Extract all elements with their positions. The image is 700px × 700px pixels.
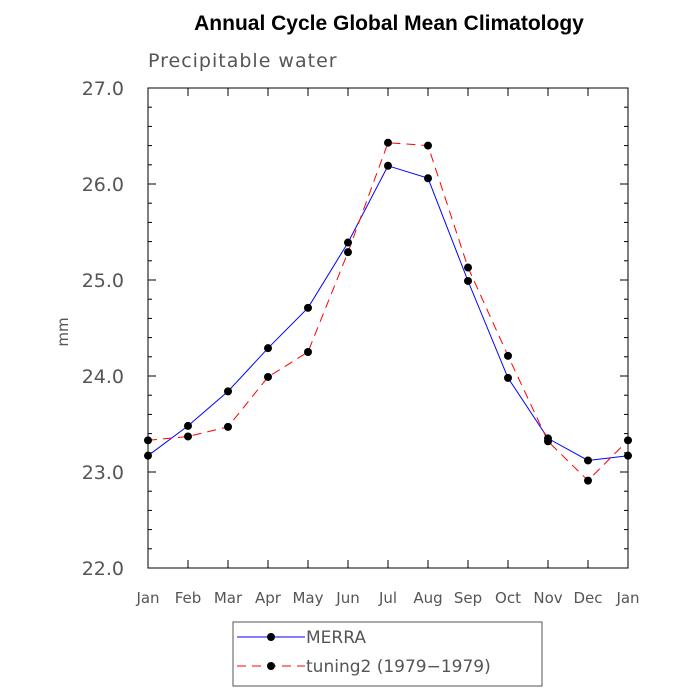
x-tick-label: Sep xyxy=(454,589,482,607)
x-tick-label: Jun xyxy=(335,589,359,607)
data-point-merra xyxy=(624,451,632,460)
data-point-tuning2 xyxy=(344,248,352,257)
y-tick-label: 24.0 xyxy=(82,366,124,388)
chart-title: Annual Cycle Global Mean Climatology xyxy=(194,12,584,35)
data-point-tuning2 xyxy=(384,138,392,147)
y-tick-label: 27.0 xyxy=(82,78,124,100)
legend-label-tuning2: tuning2 (1979−1979) xyxy=(306,657,491,677)
x-tick-label: Oct xyxy=(495,589,521,607)
y-tick-label: 23.0 xyxy=(82,462,124,484)
data-point-tuning2 xyxy=(264,372,272,381)
data-point-merra xyxy=(344,238,352,247)
data-point-tuning2 xyxy=(584,476,592,485)
x-tick-label: Jul xyxy=(378,589,397,607)
data-point-tuning2 xyxy=(304,348,312,356)
x-tick-label: May xyxy=(292,589,323,607)
x-tick-label: Apr xyxy=(255,589,282,607)
x-tick-label: Feb xyxy=(175,589,202,607)
series-layer xyxy=(144,138,632,485)
x-tick-label: Mar xyxy=(214,589,243,607)
data-point-merra xyxy=(224,387,232,396)
y-axis-label: mm xyxy=(54,317,72,346)
data-point-tuning2 xyxy=(464,263,472,272)
data-point-tuning2 xyxy=(224,422,232,431)
x-tick-label: Jan xyxy=(615,589,639,607)
legend-marker-merra xyxy=(267,633,275,641)
data-point-merra xyxy=(504,373,512,382)
plot-frame xyxy=(147,87,629,569)
data-point-tuning2 xyxy=(424,141,432,150)
legend-box xyxy=(232,621,543,687)
data-point-tuning2 xyxy=(544,437,552,446)
data-point-tuning2 xyxy=(144,436,152,445)
y-tick-label: 26.0 xyxy=(82,174,124,196)
legend-label-merra: MERRA xyxy=(306,628,366,648)
x-tick-label: Dec xyxy=(573,589,602,607)
legend: MERRA tuning2 (1979−1979) xyxy=(232,621,543,687)
x-tick-label: Nov xyxy=(533,589,562,607)
data-point-tuning2 xyxy=(624,436,632,445)
chart-subtitle: Precipitable water xyxy=(148,50,338,72)
axes: 22.0 23.0 24.0 25.0 26.0 27.0 Jan Feb Mar Apr May J… xyxy=(82,78,640,607)
legend-marker-tuning2 xyxy=(267,662,275,670)
series-line-tuning2 xyxy=(147,142,629,482)
data-point-merra xyxy=(184,421,192,430)
y-tick-label: 25.0 xyxy=(82,270,124,292)
data-point-merra xyxy=(424,174,432,183)
data-point-merra xyxy=(304,303,312,312)
data-point-merra xyxy=(464,276,472,285)
y-tick-label: 22.0 xyxy=(82,558,124,580)
data-point-tuning2 xyxy=(504,351,512,360)
x-tick-label: Aug xyxy=(413,589,442,607)
series-line-merra xyxy=(147,165,629,462)
data-point-merra xyxy=(384,161,392,170)
x-tick-label: Jan xyxy=(135,589,159,607)
data-point-merra xyxy=(144,451,152,460)
data-point-merra xyxy=(584,456,592,465)
data-point-tuning2 xyxy=(184,432,192,441)
data-point-merra xyxy=(264,344,272,353)
